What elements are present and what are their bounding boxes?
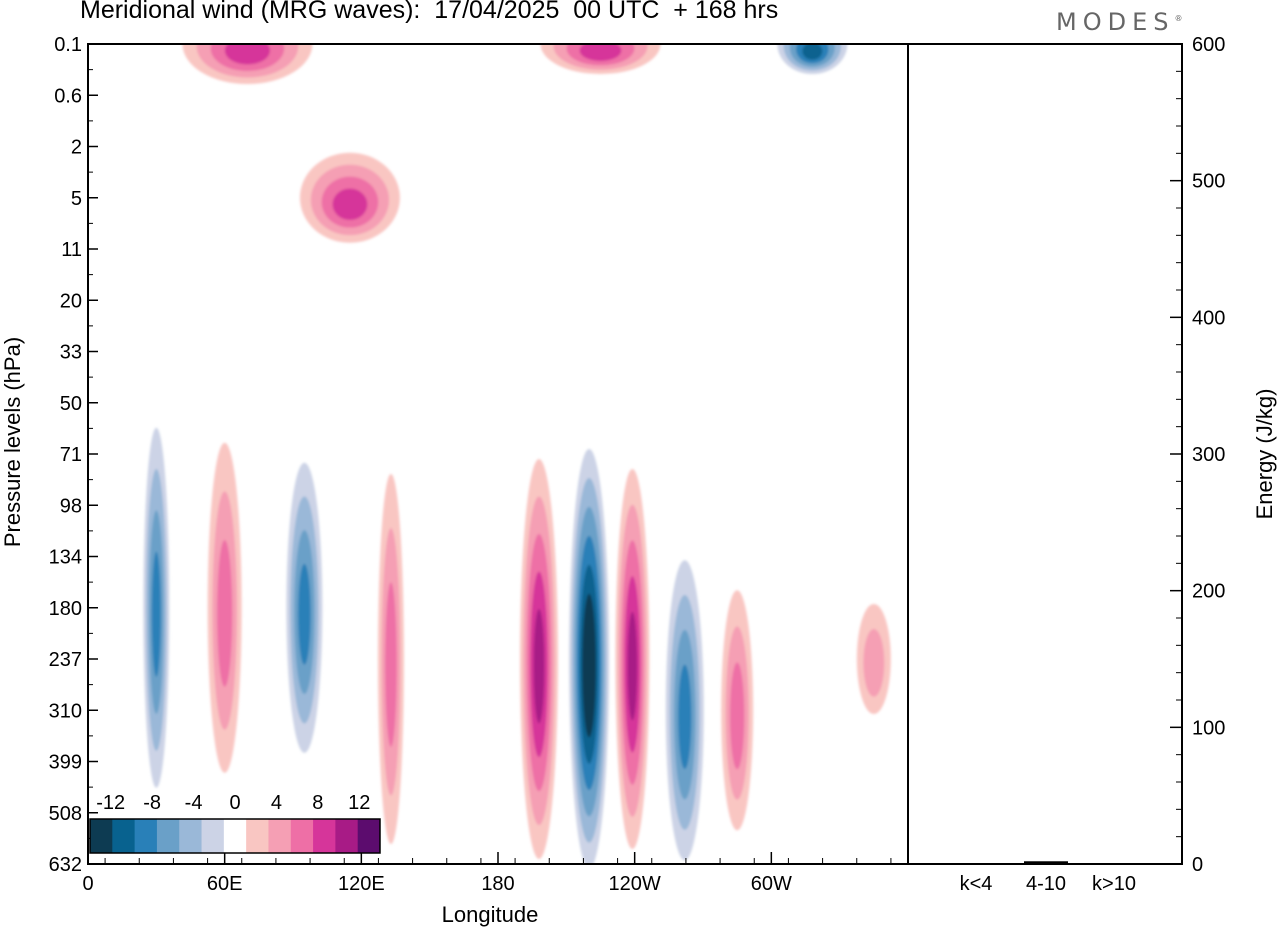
energy-tick-label: 400 <box>1192 307 1225 329</box>
plot-frame <box>87 43 909 865</box>
y-tick-label: 33 <box>60 342 82 364</box>
energy-frame <box>907 43 1183 865</box>
colorbar-label: -8 <box>143 792 161 814</box>
contour-feature <box>569 449 610 864</box>
y-tick-label: 71 <box>60 444 82 466</box>
contour-feature <box>286 462 323 753</box>
x-tick-label: 180 <box>481 873 514 895</box>
contour-fill <box>143 44 891 864</box>
y-tick-label: 5 <box>71 188 82 210</box>
colorbar-swatch <box>156 819 180 853</box>
contour-feature <box>540 44 661 74</box>
colorbar-swatch <box>134 819 158 853</box>
y-tick-label: 11 <box>61 239 82 261</box>
colorbar-label: 0 <box>229 792 240 814</box>
y-tick-label: 0.6 <box>54 85 82 107</box>
contour-shell <box>730 662 745 770</box>
energy-tick-label: 600 <box>1192 34 1225 56</box>
contour-feature <box>665 560 704 861</box>
colorbar-swatch <box>313 819 336 853</box>
y-tick-label: 134 <box>49 547 82 569</box>
y-tick-label: 2 <box>71 137 82 159</box>
colorbar-label: -4 <box>185 792 203 814</box>
contour-shell <box>802 44 823 60</box>
y-tick-label: 98 <box>60 495 82 517</box>
energy-axis-label: Energy (J/kg) <box>1252 389 1277 520</box>
contour-shell <box>627 611 638 721</box>
energy-bar <box>1024 861 1068 864</box>
contour-shell <box>224 44 271 65</box>
colorbar-swatch <box>290 819 314 853</box>
contour-shell <box>533 609 545 724</box>
colorbar-swatch <box>90 819 113 853</box>
energy-category-label: k<4 <box>960 873 993 895</box>
colorbar: -12 -8 -4 0 4 8 12 <box>89 792 381 854</box>
x-tick-label: 120W <box>609 873 661 895</box>
colorbar-swatch <box>112 819 136 853</box>
contour-shell <box>298 563 311 665</box>
contour-feature <box>182 44 313 84</box>
contour-feature <box>856 604 891 714</box>
contour-feature <box>299 152 400 243</box>
y-tick-label: 0.1 <box>54 34 82 56</box>
colorbar-swatch <box>201 819 225 853</box>
energy-tick-label: 500 <box>1192 171 1225 193</box>
contour-shell <box>579 44 622 61</box>
x-tick-label: 60W <box>751 873 792 895</box>
contour-feature <box>615 469 650 849</box>
contour-feature <box>377 474 404 844</box>
colorbar-swatch <box>179 819 203 853</box>
contour-feature <box>143 427 170 788</box>
colorbar-label: -12 <box>96 792 125 814</box>
contour-shell <box>151 551 161 677</box>
energy-tick-label: 0 <box>1192 854 1203 876</box>
colorbar-swatch <box>246 819 269 853</box>
heatmap-axes: 0.1 0.6 2 5 11 20 33 50 71 98 134 180 237 310 399 508 63… <box>0 34 909 927</box>
colorbar-label: 12 <box>348 792 370 814</box>
energy-panel: 0 100 200 300 400 500 600 Energy (J/kg) k<4 4-10 k… <box>907 34 1277 895</box>
colorbar-label: 8 <box>312 792 323 814</box>
y-tick-label: 20 <box>60 290 82 312</box>
contour-feature <box>520 459 558 859</box>
y-tick-label: 399 <box>49 752 82 774</box>
energy-category-label: k>10 <box>1092 873 1136 895</box>
contour-shell <box>332 188 368 220</box>
x-axis-label: Longitude <box>442 902 539 927</box>
colorbar-swatch <box>357 819 381 853</box>
x-tick-label: 0 <box>82 873 93 895</box>
x-tick-label: 60E <box>207 873 243 895</box>
y-tick-label: 632 <box>49 854 82 876</box>
contour-shell <box>217 539 233 687</box>
colorbar-label: 4 <box>271 792 282 814</box>
colorbar-swatch <box>223 819 247 853</box>
contour-shell <box>678 664 692 769</box>
y-axis-label: Pressure levels (hPa) <box>0 337 25 547</box>
y-tick-label: 508 <box>49 803 82 825</box>
contour-shell <box>584 622 594 712</box>
energy-category-label: 4-10 <box>1026 873 1066 895</box>
y-tick-label: 237 <box>49 649 82 671</box>
contour-feature <box>777 44 848 74</box>
contour-shell <box>385 582 397 747</box>
chart-title: Meridional wind (MRG waves): 17/04/2025 … <box>80 0 779 24</box>
energy-tick-label: 300 <box>1192 444 1225 466</box>
x-tick-label: 120E <box>338 873 385 895</box>
contour-feature <box>207 442 242 773</box>
y-tick-label: 180 <box>49 598 82 620</box>
contour-shell <box>863 629 885 697</box>
y-tick-label: 50 <box>60 393 82 415</box>
colorbar-swatch <box>335 819 359 853</box>
y-tick-label: 310 <box>49 700 82 722</box>
modes-logo: MODES® <box>1056 8 1183 36</box>
contour-feature <box>721 590 754 831</box>
energy-tick-label: 100 <box>1192 717 1225 739</box>
colorbar-frame <box>89 818 381 854</box>
energy-tick-label: 200 <box>1192 581 1225 603</box>
colorbar-swatch <box>268 819 292 853</box>
